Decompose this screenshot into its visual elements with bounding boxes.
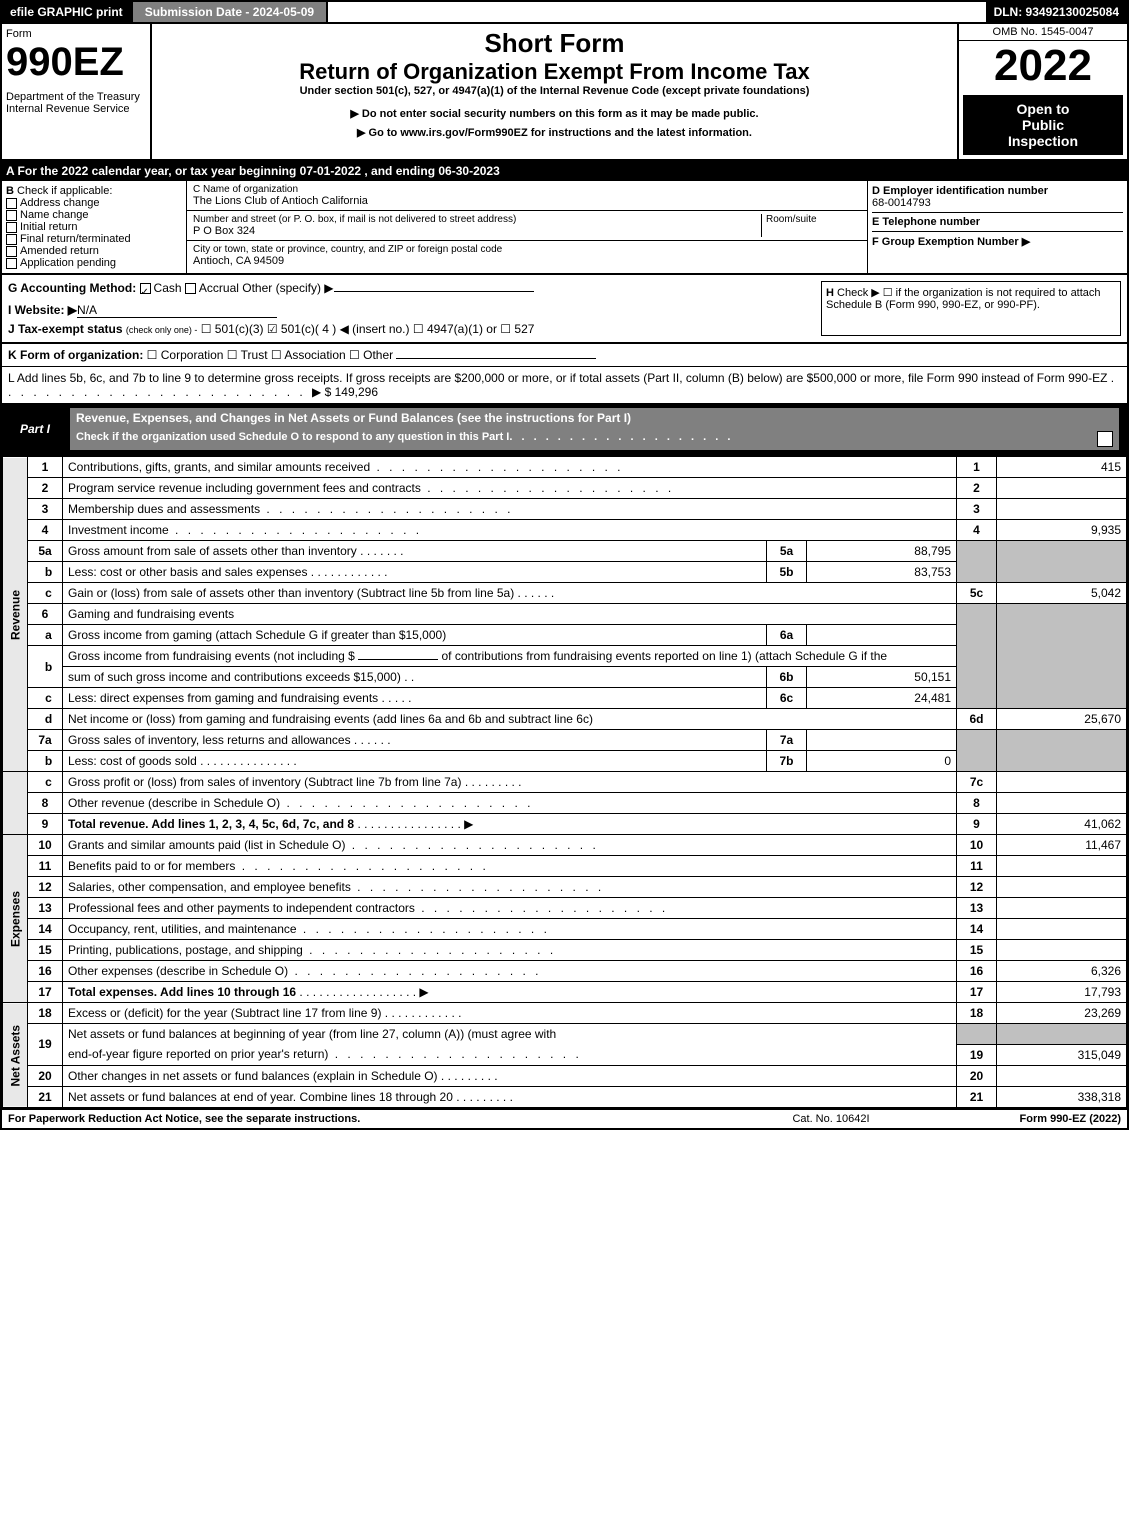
submission-date: Submission Date - 2024-05-09 [131, 2, 328, 22]
goto-link[interactable]: ▶ Go to www.irs.gov/Form990EZ for instru… [156, 126, 953, 139]
part1-header: Part I Revenue, Expenses, and Changes in… [0, 404, 1129, 456]
section-b: B Check if applicable: Address change Na… [2, 181, 187, 273]
netassets-label: Net Assets [3, 1003, 28, 1108]
expenses-label: Expenses [3, 835, 28, 1003]
org-address: P O Box 324 [193, 225, 761, 237]
dept-irs: Internal Revenue Service [6, 103, 146, 115]
initial-return-checkbox[interactable] [6, 222, 17, 233]
line7b-value: 0 [807, 751, 957, 772]
efile-label[interactable]: efile GRAPHIC print [2, 2, 131, 22]
info-section: B Check if applicable: Address change Na… [0, 181, 1129, 275]
schedule-o-checkbox[interactable] [1097, 431, 1113, 447]
amended-return-checkbox[interactable] [6, 246, 17, 257]
header-left: Form 990EZ Department of the Treasury In… [2, 24, 152, 159]
dept-treasury: Department of the Treasury [6, 91, 146, 103]
section-c: C Name of organization The Lions Club of… [187, 181, 867, 273]
application-pending-checkbox[interactable] [6, 258, 17, 269]
form-word: Form [6, 28, 146, 40]
revenue-label: Revenue [3, 457, 28, 772]
line6d-value: 25,670 [997, 709, 1127, 730]
line17-total-expenses: 17,793 [997, 982, 1127, 1003]
line21-value: 338,318 [997, 1086, 1127, 1107]
line5c-value: 5,042 [997, 583, 1127, 604]
paperwork-notice: For Paperwork Reduction Act Notice, see … [8, 1113, 360, 1125]
header-center: Short Form Return of Organization Exempt… [152, 24, 957, 159]
part1-table: Revenue 1 Contributions, gifts, grants, … [0, 456, 1129, 1110]
address-change-checkbox[interactable] [6, 198, 17, 209]
ssn-warning: ▶ Do not enter social security numbers o… [156, 107, 953, 120]
final-return-checkbox[interactable] [6, 234, 17, 245]
omb-number: OMB No. 1545-0047 [959, 24, 1127, 41]
website: N/A [77, 303, 277, 318]
section-h: H Check ▶ ☐ if the organization is not r… [821, 281, 1121, 336]
form-number: 990EZ [6, 40, 146, 85]
line19-value: 315,049 [997, 1044, 1127, 1065]
line10-value: 11,467 [997, 835, 1127, 856]
line6c-value: 24,481 [807, 688, 957, 709]
ein: 68-0014793 [872, 197, 1123, 209]
line18-value: 23,269 [997, 1003, 1127, 1024]
footer: For Paperwork Reduction Act Notice, see … [0, 1110, 1129, 1130]
org-name: The Lions Club of Antioch California [193, 195, 861, 207]
section-l: L Add lines 5b, 6c, and 7b to line 9 to … [0, 367, 1129, 404]
dln-label: DLN: 93492130025084 [986, 2, 1127, 22]
line5b-value: 83,753 [807, 562, 957, 583]
header-right: OMB No. 1545-0047 2022 Open to Public In… [957, 24, 1127, 159]
accrual-checkbox[interactable] [185, 283, 196, 294]
form-header: Form 990EZ Department of the Treasury In… [0, 24, 1129, 161]
line1-value: 415 [997, 457, 1127, 478]
under-section: Under section 501(c), 527, or 4947(a)(1)… [156, 85, 953, 97]
name-change-checkbox[interactable] [6, 210, 17, 221]
return-title: Return of Organization Exempt From Incom… [156, 59, 953, 85]
cash-checkbox[interactable] [140, 283, 151, 294]
line9-total-revenue: 41,062 [997, 814, 1127, 835]
gross-receipts: 149,296 [335, 385, 378, 399]
tax-year: 2022 [959, 41, 1127, 91]
section-def: D Employer identification number 68-0014… [867, 181, 1127, 273]
top-bar: efile GRAPHIC print Submission Date - 20… [0, 0, 1129, 24]
form-footer: Form 990-EZ (2022) [1020, 1113, 1121, 1125]
line4-value: 9,935 [997, 520, 1127, 541]
line6b-value: 50,151 [807, 667, 957, 688]
section-k: K Form of organization: ☐ Corporation ☐ … [0, 344, 1129, 367]
org-city: Antioch, CA 94509 [193, 255, 861, 267]
line5a-value: 88,795 [807, 541, 957, 562]
short-form-title: Short Form [156, 28, 953, 59]
line16-value: 6,326 [997, 961, 1127, 982]
catalog-number: Cat. No. 10642I [792, 1113, 869, 1125]
other-method-input[interactable] [334, 291, 534, 292]
open-inspection: Open to Public Inspection [963, 95, 1123, 155]
section-a: A For the 2022 calendar year, or tax yea… [0, 161, 1129, 181]
section-gh: G Accounting Method: Cash Accrual Other … [0, 275, 1129, 344]
